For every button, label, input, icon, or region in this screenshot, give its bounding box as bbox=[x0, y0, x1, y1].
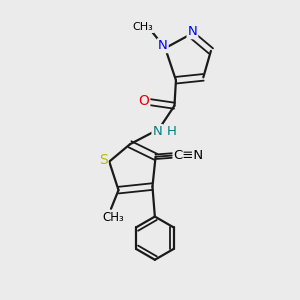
Text: C≡N: C≡N bbox=[173, 149, 204, 162]
Text: CH₃: CH₃ bbox=[133, 22, 153, 32]
Text: S: S bbox=[99, 153, 108, 167]
Text: N: N bbox=[158, 39, 168, 52]
Text: N: N bbox=[188, 25, 197, 38]
Text: CH₃: CH₃ bbox=[103, 211, 124, 224]
Text: N: N bbox=[152, 125, 162, 138]
Text: H: H bbox=[167, 125, 176, 138]
Text: O: O bbox=[138, 94, 149, 108]
